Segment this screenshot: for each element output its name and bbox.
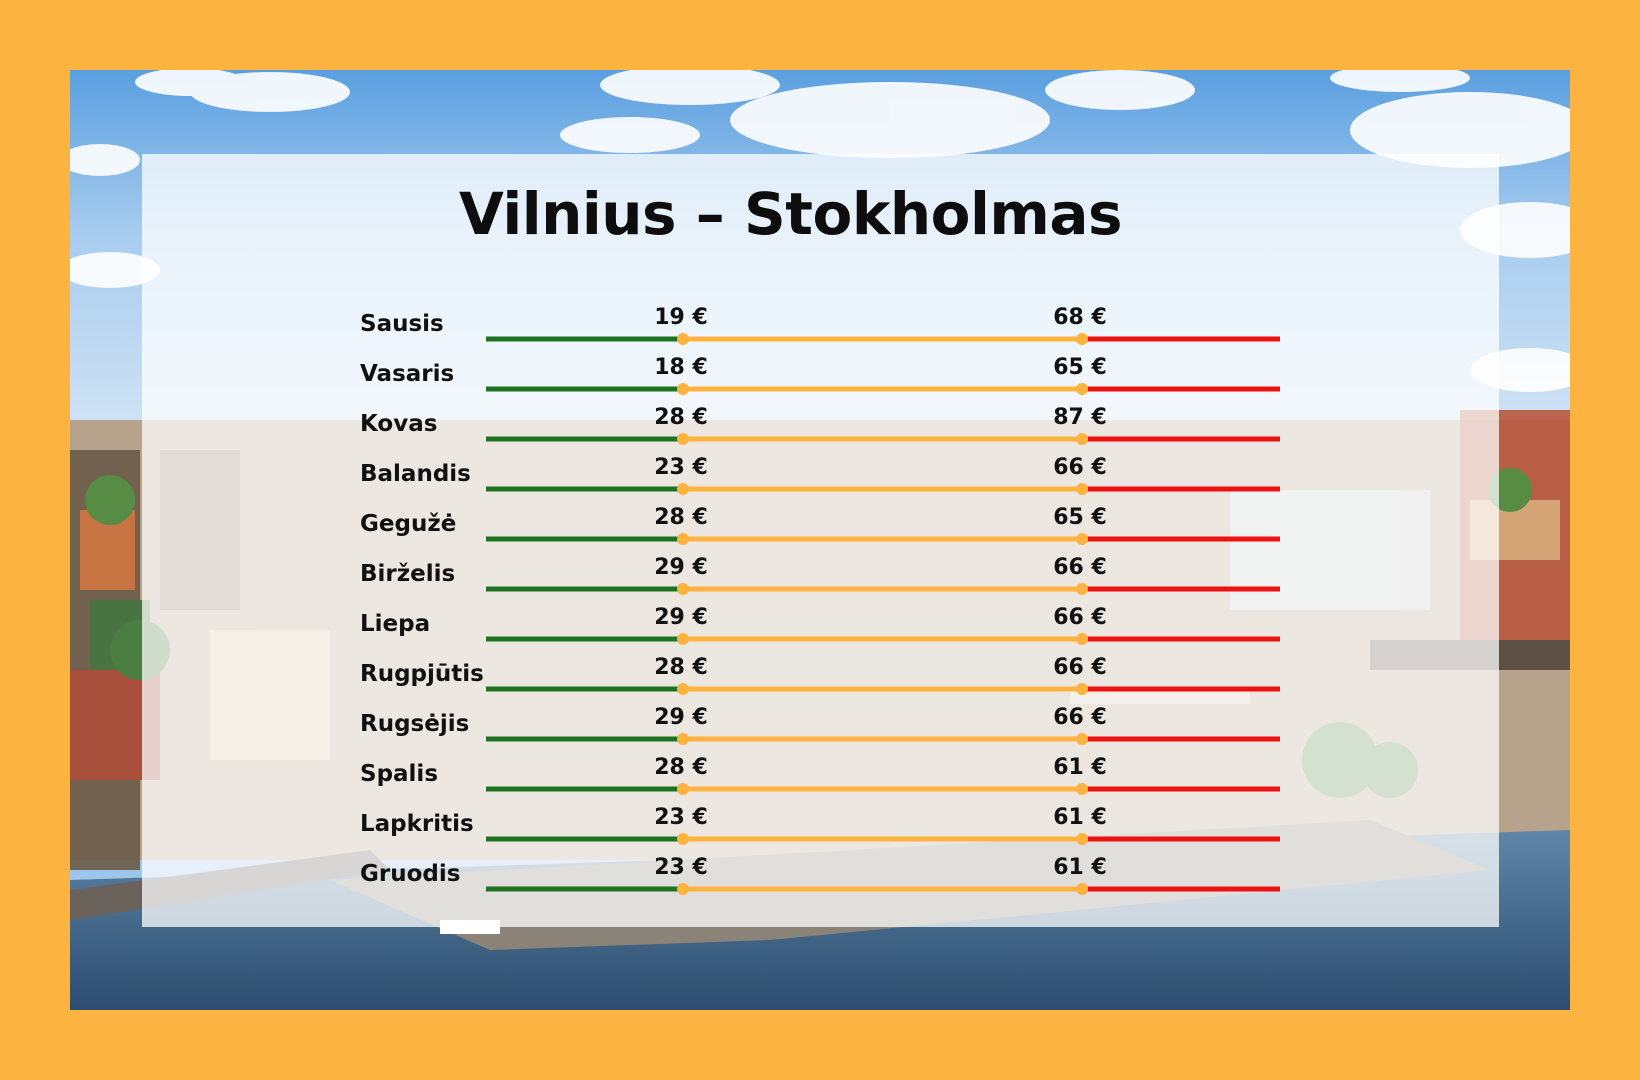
max-price-label: 61 € [1053, 855, 1107, 880]
month-label: Balandis [360, 461, 471, 487]
row-5: Gegužė 28 € 65 € [360, 505, 1280, 545]
row-10: Spalis 28 € 61 € [360, 755, 1280, 795]
row-4: Balandis 23 € 66 € [360, 455, 1280, 495]
month-label: Rugsėjis [360, 711, 469, 737]
price-range-chart: Sausis 19 € 68 € Vasaris 18 € 65 € Kovas 28 € 87… [360, 305, 1280, 895]
min-price-marker [677, 533, 689, 545]
row-1: Sausis 19 € 68 € [360, 305, 1280, 345]
row-2: Vasaris 18 € 65 € [360, 355, 1280, 395]
month-label: Gegužė [360, 511, 456, 537]
max-price-label: 66 € [1053, 555, 1107, 580]
max-price-marker [1076, 333, 1088, 345]
min-price-marker [677, 633, 689, 645]
min-price-label: 29 € [654, 705, 708, 730]
max-price-label: 66 € [1053, 655, 1107, 680]
min-price-marker [677, 733, 689, 745]
price-range-panel: Vilnius – Stokholmas Sausis 19 € 68 € Vasar… [142, 154, 1499, 927]
row-9: Rugsėjis 29 € 66 € [360, 705, 1280, 745]
min-price-marker [677, 833, 689, 845]
max-price-label: 65 € [1053, 355, 1107, 380]
month-label: Spalis [360, 761, 438, 787]
max-price-marker [1076, 633, 1088, 645]
min-price-label: 19 € [654, 305, 708, 330]
min-price-marker [677, 783, 689, 795]
max-price-label: 66 € [1053, 605, 1107, 630]
min-price-marker [677, 883, 689, 895]
min-price-label: 23 € [654, 805, 708, 830]
row-3: Kovas 28 € 87 € [360, 405, 1280, 445]
min-price-marker [677, 383, 689, 395]
row-12: Gruodis 23 € 61 € [360, 855, 1280, 895]
max-price-label: 66 € [1053, 705, 1107, 730]
month-label: Birželis [360, 561, 455, 587]
max-price-marker [1076, 583, 1088, 595]
max-price-label: 68 € [1053, 305, 1107, 330]
min-price-label: 29 € [654, 605, 708, 630]
min-price-label: 28 € [654, 755, 708, 780]
max-price-marker [1076, 433, 1088, 445]
max-price-marker [1076, 733, 1088, 745]
max-price-marker [1076, 833, 1088, 845]
chart-title: Vilnius – Stokholmas [458, 180, 1123, 248]
min-price-label: 23 € [654, 855, 708, 880]
row-7: Liepa 29 € 66 € [360, 605, 1280, 645]
min-price-label: 23 € [654, 455, 708, 480]
min-price-label: 29 € [654, 555, 708, 580]
row-11: Lapkritis 23 € 61 € [360, 805, 1280, 845]
min-price-label: 18 € [654, 355, 708, 380]
max-price-marker [1076, 383, 1088, 395]
min-price-marker [677, 483, 689, 495]
max-price-marker [1076, 483, 1088, 495]
row-8: Rugpjūtis 28 € 66 € [360, 655, 1280, 695]
month-label: Gruodis [360, 861, 460, 887]
month-label: Vasaris [360, 361, 454, 387]
max-price-marker [1076, 883, 1088, 895]
month-label: Rugpjūtis [360, 661, 484, 687]
month-label: Liepa [360, 611, 430, 637]
min-price-label: 28 € [654, 655, 708, 680]
max-price-label: 61 € [1053, 755, 1107, 780]
max-price-label: 87 € [1053, 405, 1107, 430]
max-price-label: 61 € [1053, 805, 1107, 830]
max-price-marker [1076, 783, 1088, 795]
max-price-marker [1076, 533, 1088, 545]
min-price-marker [677, 333, 689, 345]
max-price-marker [1076, 683, 1088, 695]
row-6: Birželis 29 € 66 € [360, 555, 1280, 595]
min-price-label: 28 € [654, 505, 708, 530]
month-label: Lapkritis [360, 811, 474, 837]
min-price-label: 28 € [654, 405, 708, 430]
min-price-marker [677, 683, 689, 695]
min-price-marker [677, 583, 689, 595]
month-label: Kovas [360, 411, 437, 437]
month-label: Sausis [360, 311, 444, 337]
max-price-label: 66 € [1053, 455, 1107, 480]
max-price-label: 65 € [1053, 505, 1107, 530]
min-price-marker [677, 433, 689, 445]
